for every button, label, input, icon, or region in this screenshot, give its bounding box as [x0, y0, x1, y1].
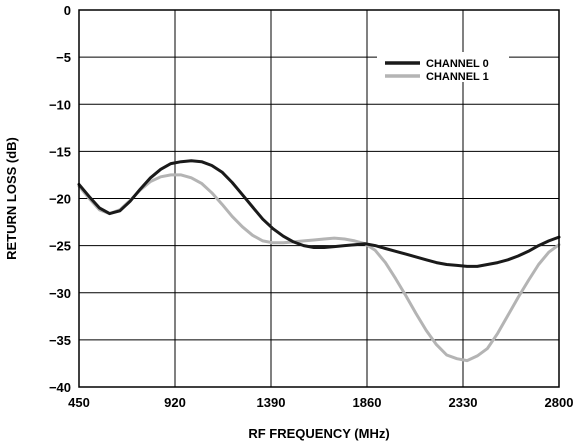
- y-tick-label: −10: [49, 97, 71, 112]
- series-layer: [77, 159, 561, 363]
- y-tick-label: −30: [49, 286, 71, 301]
- x-tick-label: 920: [164, 395, 186, 410]
- y-tick-label: −5: [56, 50, 71, 65]
- y-tick-label: 0: [64, 3, 71, 18]
- y-axis-label: RETURN LOSS (dB): [4, 137, 19, 260]
- series-line-channel-0: [77, 159, 561, 268]
- plot-frame: [78, 9, 560, 388]
- series-line-channel-1: [77, 173, 561, 363]
- y-tick-label: −40: [49, 380, 71, 395]
- x-tick-label: 1390: [257, 395, 286, 410]
- grid: [79, 10, 559, 387]
- legend-label-channel-1: CHANNEL 1: [426, 71, 489, 83]
- x-tick-label: 2330: [449, 395, 478, 410]
- x-axis-label: RF FREQUENCY (MHz): [248, 426, 389, 441]
- x-tick-label: 2800: [545, 395, 574, 410]
- x-tick-label: 1860: [353, 395, 382, 410]
- x-tick-labels: 450 920 1390 1860 2330 2800: [68, 395, 573, 410]
- y-tick-labels: 0 −5 −10 −15 −20 −25 −30 −35 −40: [49, 3, 71, 395]
- y-tick-label: −15: [49, 144, 71, 159]
- x-tick-label: 450: [68, 395, 90, 410]
- legend-label-channel-0: CHANNEL 0: [426, 58, 489, 70]
- legend: CHANNEL 0 CHANNEL 1: [377, 52, 509, 83]
- y-tick-label: −25: [49, 239, 71, 254]
- y-tick-label: −35: [49, 333, 71, 348]
- y-tick-label: −20: [49, 192, 71, 207]
